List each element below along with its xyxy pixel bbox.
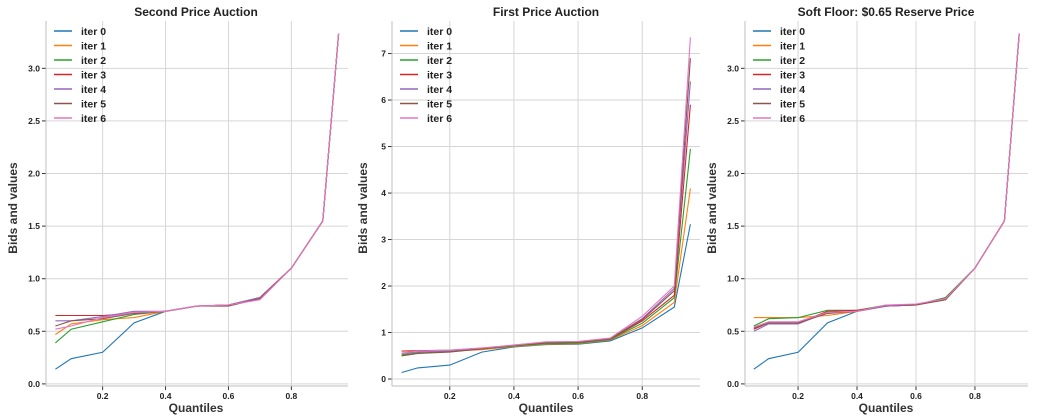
y-tick-label: 3 — [381, 235, 386, 245]
legend-label: iter 3 — [780, 70, 805, 82]
series-line-iter-6 — [55, 33, 340, 330]
x-axis-label: Quantiles — [859, 401, 914, 415]
x-tick-label: 0.8 — [636, 391, 648, 401]
y-tick-label: 2.5 — [28, 116, 40, 126]
y-tick-label: 1.0 — [28, 274, 40, 284]
y-tick-label: 1.5 — [28, 221, 40, 231]
legend-label: iter 5 — [427, 99, 452, 111]
legend-label: iter 2 — [81, 55, 106, 67]
x-tick-label: 0.6 — [910, 391, 922, 401]
x-tick-label: 0.8 — [969, 391, 981, 401]
y-tick-label: 6 — [381, 95, 386, 105]
plot-area — [745, 21, 1028, 386]
x-tick-label: 0.6 — [572, 391, 584, 401]
y-axis-label: Bids and values — [6, 162, 20, 254]
y-tick-label: 2.5 — [727, 116, 739, 126]
legend-label: iter 5 — [780, 99, 805, 111]
legend-label: iter 6 — [427, 113, 452, 125]
x-tick-label: 0.8 — [285, 391, 297, 401]
y-tick-label: 1 — [381, 328, 386, 338]
y-tick-label: 0.0 — [28, 379, 40, 389]
y-axis-label: Bids and values — [705, 162, 719, 254]
x-tick-label: 0.4 — [851, 391, 863, 401]
x-tick-label: 0.4 — [160, 391, 172, 401]
legend-label: iter 1 — [81, 41, 106, 53]
legend-label: iter 4 — [780, 84, 805, 96]
legend-label: iter 0 — [81, 26, 106, 38]
y-tick-label: 0 — [381, 374, 386, 384]
legend-label: iter 6 — [780, 113, 805, 125]
panel-second-price: Second Price Auction Quantiles Bids and … — [6, 5, 348, 415]
series-line-iter-6 — [401, 37, 691, 354]
legend-label: iter 1 — [427, 41, 452, 53]
panel-soft-floor: Soft Floor: $0.65 Reserve Price Quantile… — [705, 5, 1028, 415]
legend-label: iter 3 — [81, 70, 106, 82]
panel-first-price: First Price Auction Quantiles Bids and v… — [356, 5, 700, 415]
y-tick-label: 5 — [381, 142, 386, 152]
x-tick-label: 0.6 — [223, 391, 235, 401]
panel-title: Second Price Auction — [134, 5, 258, 19]
legend-label: iter 5 — [81, 99, 106, 111]
x-tick-label: 0.2 — [444, 391, 456, 401]
x-tick-label: 0.2 — [792, 391, 804, 401]
panel-title: Soft Floor: $0.65 Reserve Price — [798, 5, 975, 19]
y-tick-label: 7 — [381, 49, 386, 59]
legend-label: iter 2 — [427, 55, 452, 67]
x-tick-label: 0.2 — [97, 391, 109, 401]
legend-label: iter 0 — [780, 26, 805, 38]
panel-title: First Price Auction — [493, 5, 599, 19]
y-tick-label: 4 — [381, 188, 386, 198]
x-tick-label: 0.4 — [508, 391, 520, 401]
legend-label: iter 6 — [81, 113, 106, 125]
plot-area — [392, 21, 700, 386]
legend-label: iter 4 — [427, 84, 452, 96]
plot-area — [46, 21, 348, 386]
series-line-iter-6 — [753, 33, 1020, 328]
legend-label: iter 3 — [427, 70, 452, 82]
y-tick-label: 3.0 — [727, 63, 739, 73]
y-tick-label: 3.0 — [28, 63, 40, 73]
legend-label: iter 0 — [427, 26, 452, 38]
x-axis-label: Quantiles — [169, 401, 224, 415]
y-tick-label: 2.0 — [727, 169, 739, 179]
legend-label: iter 1 — [780, 41, 805, 53]
legend-label: iter 4 — [81, 84, 106, 96]
series-line-iter-5 — [401, 58, 691, 357]
y-axis-label: Bids and values — [356, 162, 370, 254]
y-tick-label: 1.5 — [727, 221, 739, 231]
x-axis-label: Quantiles — [519, 401, 574, 415]
y-tick-label: 2.0 — [28, 169, 40, 179]
y-tick-label: 1.0 — [727, 274, 739, 284]
y-tick-label: 2 — [381, 281, 386, 291]
y-tick-label: 0.5 — [727, 326, 739, 336]
y-tick-label: 0.5 — [28, 326, 40, 336]
legend-label: iter 2 — [780, 55, 805, 67]
y-tick-label: 0.0 — [727, 379, 739, 389]
